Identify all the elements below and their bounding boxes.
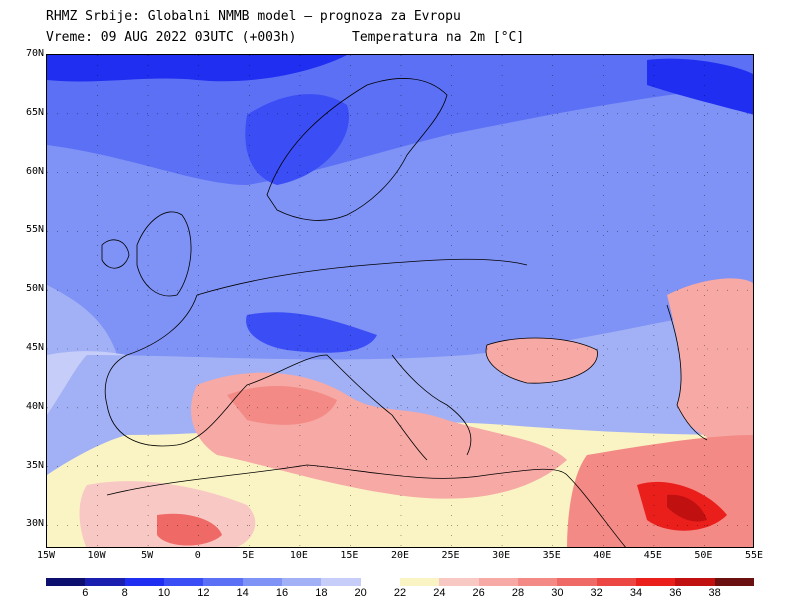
lon-label: 50E <box>694 550 713 561</box>
colorbar-box <box>321 578 361 586</box>
colorbar-box <box>124 578 164 586</box>
colorbar-label: 38 <box>708 587 721 599</box>
lon-label: 15W <box>36 550 56 561</box>
lat-label: 65N <box>25 106 44 118</box>
caspian-coast <box>666 304 708 441</box>
colorbar-box <box>46 578 86 586</box>
lon-label: 5E <box>242 550 255 561</box>
lon-label: 55E <box>744 550 763 561</box>
lon-label: 0 <box>194 550 201 561</box>
colorbar-box <box>596 578 636 586</box>
colorbar-label: 34 <box>629 587 643 599</box>
colorbar-label: 18 <box>315 587 328 599</box>
black-sea-warm <box>486 338 598 384</box>
lon-label: 45E <box>643 550 662 561</box>
black-sea-coast <box>485 337 598 384</box>
caspian-warm <box>667 278 753 446</box>
northern-cool-zone <box>47 55 753 185</box>
colorbar-box <box>242 578 282 586</box>
temperature-map <box>46 54 754 548</box>
hottest-zone <box>667 494 707 522</box>
colorbar-label: 36 <box>669 587 682 599</box>
africa-coast <box>106 464 626 547</box>
colorbar-box <box>557 578 597 586</box>
map-canvas <box>47 55 753 547</box>
colorbar-box <box>517 578 558 586</box>
colorbar-label: 12 <box>197 587 210 599</box>
colorbar-box <box>478 578 518 586</box>
lon-label: 25E <box>441 550 460 561</box>
lon-label: 20E <box>390 550 410 561</box>
russia-cold <box>647 58 753 115</box>
coastlines <box>101 78 708 547</box>
ireland-coast <box>101 239 130 269</box>
colorbar-label: 6 <box>82 587 89 599</box>
lat-label: 35N <box>25 459 44 471</box>
colorbar-label: 10 <box>157 587 171 599</box>
lon-label: 35E <box>542 550 561 561</box>
colorbar <box>46 578 754 586</box>
colorbar-label: 32 <box>590 587 603 599</box>
colorbar-box <box>439 578 479 586</box>
valid-time: Vreme: 09 AUG 2022 03UTC (+003h) <box>46 30 297 45</box>
western-med-warm <box>227 385 337 425</box>
lon-label: 10W <box>87 550 106 561</box>
colorbar-label: 28 <box>511 587 525 599</box>
colorbar-box <box>281 578 322 586</box>
map-subtitle: Vreme: 09 AUG 2022 03UTC (+003h) Temperat… <box>46 30 524 45</box>
colorbar-box <box>399 578 440 586</box>
lat-label: 55N <box>25 224 44 236</box>
map-title: RHMZ Srbije: Globalni NMMB model — progn… <box>46 9 461 24</box>
lon-label: 15E <box>340 550 359 561</box>
colorbar-label: 24 <box>433 587 446 599</box>
colorbar-box <box>85 578 125 586</box>
colorbar-box <box>360 578 400 586</box>
alps-cold <box>246 312 377 353</box>
colorbar-label: 8 <box>121 587 128 599</box>
colorbar-label: 26 <box>472 587 485 599</box>
lat-label: 45N <box>25 342 44 353</box>
lon-label: 40E <box>593 550 612 561</box>
arctic-cold-zone <box>47 55 347 82</box>
colorbar-box <box>635 578 676 586</box>
continent-coast <box>104 258 528 461</box>
colorbar-label: 14 <box>236 587 249 599</box>
lat-label: 70N <box>25 48 44 59</box>
lon-label: 10E <box>289 550 308 561</box>
sahara-warm <box>157 513 222 546</box>
britain-coast <box>136 211 192 297</box>
lon-label: 30E <box>492 550 511 561</box>
lat-label: 30N <box>25 518 44 530</box>
lat-label: 40N <box>25 400 44 412</box>
lon-label: 5W <box>141 550 154 561</box>
scandinavia-coast <box>266 78 448 221</box>
graticule <box>47 55 753 547</box>
lat-label: 50N <box>25 283 44 295</box>
field-name: Temperatura na 2m [°C] <box>352 30 525 45</box>
colorbar-box <box>675 578 715 586</box>
colorbar-label: 22 <box>393 587 407 599</box>
colorbar-label: 16 <box>275 587 289 599</box>
colorbar-box <box>714 578 754 586</box>
colorbar-box <box>203 578 243 586</box>
colorbar-box <box>163 578 204 586</box>
colorbar-label: 20 <box>354 587 367 599</box>
colorbar-label: 30 <box>551 587 564 599</box>
lat-label: 60N <box>25 165 44 177</box>
